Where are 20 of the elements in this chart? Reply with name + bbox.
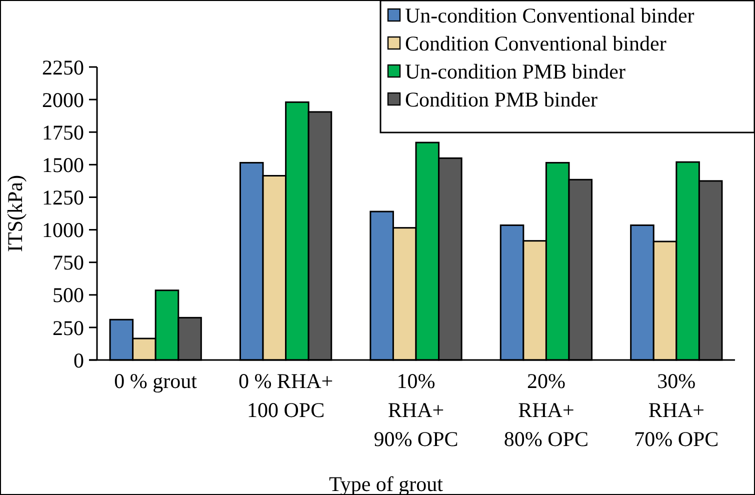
y-tick-label: 0 [74,348,84,372]
y-tick-label: 1000 [42,218,84,242]
legend-label: Un-condition Conventional binder [405,3,694,28]
x-tick-label: 10% RHA+ 90% OPC [374,369,458,451]
legend-label: Condition Conventional binder [405,31,666,56]
y-tick-label: 750 [52,250,84,275]
legend-label: Condition PMB binder [405,87,598,112]
y-tick-label: 1750 [42,120,84,144]
y-tick-label: 1500 [42,153,84,178]
x-tick-label: 20% RHA+ 80% OPC [504,369,589,451]
y-axis-title: ITS(kPa) [3,175,27,252]
y-tick-label: 500 [52,283,84,308]
y-tick-label: 1250 [42,186,84,210]
legend-label: Un-condition PMB binder [405,59,626,84]
y-tick-label: 250 [52,316,84,340]
x-tick-label: 0 % grout [114,369,198,393]
x-tick-label: 30% RHA+ 70% OPC [634,369,719,451]
y-tick-label: 2000 [42,88,84,112]
x-tick-label: 0 % RHA+ 100 OPC [238,369,334,422]
y-tick-label: 2250 [42,55,84,80]
